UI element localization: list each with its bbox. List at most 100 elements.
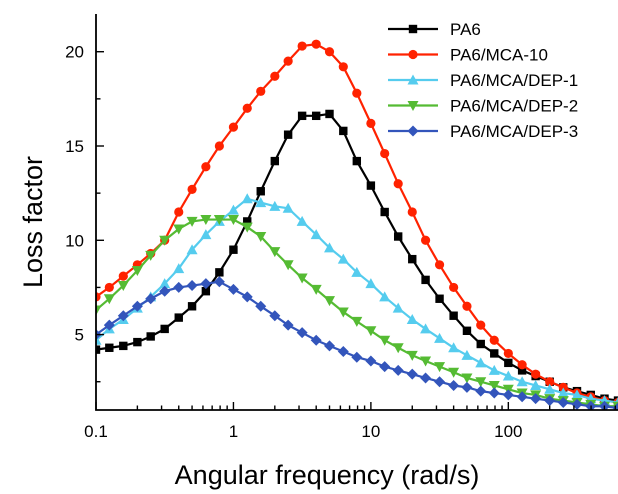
data-point-1-16 bbox=[297, 111, 307, 121]
data-point-4-2 bbox=[103, 294, 115, 305]
data-point-5-31 bbox=[502, 389, 514, 401]
data-point-3-15 bbox=[282, 202, 294, 213]
data-point-2-28 bbox=[462, 301, 472, 311]
data-point-5-33 bbox=[530, 393, 542, 405]
data-point-1-8 bbox=[187, 302, 197, 311]
data-point-2-9 bbox=[201, 162, 211, 172]
data-point-2-15 bbox=[283, 56, 293, 66]
data-point-1-17 bbox=[311, 111, 321, 121]
data-point-5-28 bbox=[461, 381, 473, 393]
data-point-5-2 bbox=[103, 319, 115, 331]
data-point-1-9 bbox=[201, 287, 211, 296]
data-point-5-27 bbox=[448, 379, 460, 391]
data-point-4-4 bbox=[131, 265, 143, 276]
data-point-5-13 bbox=[255, 300, 267, 312]
data-point-3-34 bbox=[544, 383, 556, 394]
data-point-3-17 bbox=[310, 229, 322, 240]
data-point-5-9 bbox=[200, 278, 212, 290]
data-point-4-13 bbox=[255, 232, 267, 243]
data-point-5-38 bbox=[599, 400, 611, 410]
data-point-4-6 bbox=[159, 235, 171, 246]
data-point-5-5 bbox=[145, 293, 157, 305]
legend-item-5: PA6/MCA/DEP-3 bbox=[388, 122, 578, 141]
data-point-4-27 bbox=[448, 367, 460, 378]
data-point-4-26 bbox=[434, 362, 446, 373]
data-point-5-11 bbox=[227, 283, 239, 295]
y-tick-label: 10 bbox=[65, 231, 84, 250]
data-point-3-11 bbox=[227, 204, 239, 215]
data-point-4-22 bbox=[379, 335, 391, 346]
data-point-5-22 bbox=[379, 361, 391, 373]
series-layer bbox=[96, 39, 618, 410]
data-point-1-27 bbox=[449, 311, 458, 320]
data-point-2-11 bbox=[228, 122, 239, 132]
data-point-3-24 bbox=[406, 313, 418, 324]
data-point-4-15 bbox=[282, 260, 294, 271]
data-point-2-32 bbox=[517, 360, 527, 370]
data-point-4-25 bbox=[420, 356, 432, 367]
data-point-3-7 bbox=[173, 263, 185, 274]
x-tick-label: 100 bbox=[494, 422, 522, 441]
data-point-2-10 bbox=[214, 141, 224, 151]
data-point-1-2 bbox=[105, 343, 114, 352]
data-point-1-30 bbox=[490, 349, 499, 358]
legend-label: PA6/MCA/DEP-2 bbox=[450, 97, 578, 116]
data-point-3-21 bbox=[365, 278, 377, 289]
data-point-1-7 bbox=[174, 313, 183, 322]
data-point-1-13 bbox=[256, 187, 265, 196]
series-2 bbox=[96, 39, 618, 408]
data-point-1-32 bbox=[517, 366, 527, 375]
legend-marker bbox=[408, 24, 418, 34]
y-axis-title: Loss factor bbox=[18, 156, 48, 288]
legend-label: PA6/MCA-10 bbox=[450, 46, 548, 65]
data-point-3-13 bbox=[255, 197, 267, 208]
data-point-3-31 bbox=[502, 370, 514, 381]
series-5 bbox=[96, 276, 618, 410]
data-point-5-4 bbox=[131, 300, 143, 312]
data-point-5-7 bbox=[173, 281, 185, 293]
data-point-3-19 bbox=[337, 253, 349, 264]
data-point-3-23 bbox=[392, 302, 404, 313]
data-point-2-12 bbox=[242, 103, 252, 113]
data-point-3-9 bbox=[200, 229, 212, 240]
data-point-4-24 bbox=[406, 350, 418, 361]
data-point-5-24 bbox=[406, 368, 418, 380]
data-point-2-17 bbox=[311, 39, 321, 49]
data-point-5-30 bbox=[488, 387, 500, 399]
data-point-1-6 bbox=[160, 324, 169, 334]
data-point-2-31 bbox=[503, 348, 513, 359]
data-point-5-16 bbox=[296, 327, 308, 339]
data-point-1-14 bbox=[270, 156, 280, 166]
legend: PA6 PA6/MCA-10 PA6/MCA/DEP-1 PA6/MCA/DEP-2 P… bbox=[388, 20, 578, 141]
data-point-1-12 bbox=[243, 217, 252, 226]
data-point-5-3 bbox=[117, 310, 129, 322]
x-tick-label: 10 bbox=[361, 422, 380, 441]
data-point-3-16 bbox=[296, 215, 308, 226]
x-axis-title: Angular frequency (rad/s) bbox=[175, 460, 480, 490]
data-point-2-7 bbox=[174, 207, 184, 217]
data-point-1-28 bbox=[462, 326, 472, 335]
legend-item-3: PA6/MCA/DEP-1 bbox=[388, 71, 578, 90]
data-point-2-8 bbox=[187, 184, 197, 194]
data-point-3-30 bbox=[488, 364, 500, 375]
data-point-1-3 bbox=[119, 341, 128, 351]
data-point-3-18 bbox=[324, 242, 336, 253]
data-point-4-29 bbox=[475, 377, 487, 388]
data-point-2-33 bbox=[531, 369, 541, 379]
y-tick-label: 20 bbox=[65, 43, 84, 62]
data-point-4-20 bbox=[351, 316, 363, 327]
legend-marker bbox=[407, 101, 419, 111]
data-point-3-28 bbox=[461, 349, 473, 360]
data-point-2-13 bbox=[256, 86, 266, 96]
data-point-5-37 bbox=[585, 400, 597, 410]
data-point-4-7 bbox=[173, 224, 185, 235]
data-point-2-2 bbox=[104, 282, 114, 293]
data-point-5-34 bbox=[544, 395, 556, 407]
data-point-2-30 bbox=[489, 335, 499, 345]
data-point-5-20 bbox=[351, 351, 363, 363]
data-point-5-32 bbox=[516, 391, 528, 403]
legend-marker bbox=[408, 49, 418, 60]
data-point-4-23 bbox=[392, 343, 404, 354]
data-point-1-23 bbox=[393, 232, 403, 241]
data-point-2-21 bbox=[366, 118, 376, 128]
